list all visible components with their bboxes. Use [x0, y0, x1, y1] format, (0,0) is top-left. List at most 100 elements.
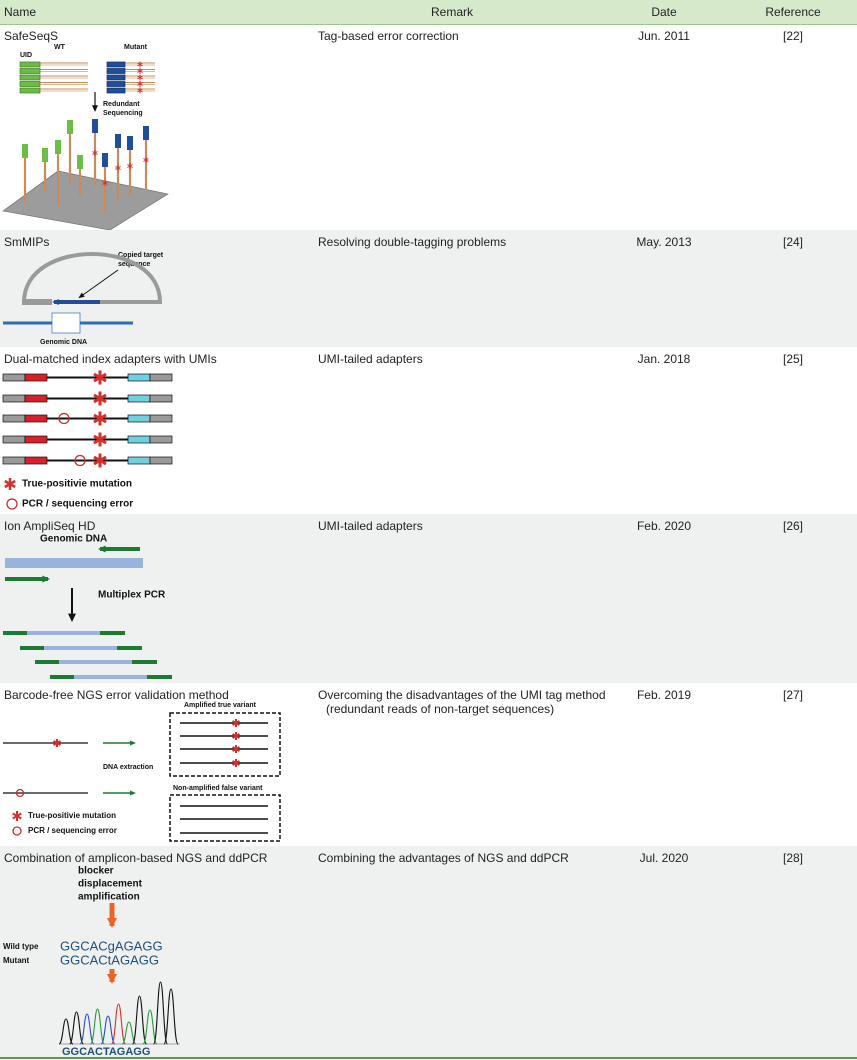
block	[24, 373, 48, 382]
table-cell: [27]	[782, 688, 803, 702]
block	[2, 373, 26, 382]
figure-label: Sequencing	[103, 110, 143, 117]
block	[24, 435, 48, 444]
figure-label: Amplified true variant	[184, 702, 257, 709]
error-mark	[74, 454, 86, 467]
figure: Amplified true variant DNA extraction No…	[3, 702, 281, 842]
chromatogram-peak	[110, 1003, 127, 1045]
block	[2, 435, 26, 444]
chromatogram-peak	[79, 1013, 95, 1045]
table-cell: Jan. 2018	[637, 352, 691, 366]
legend-label: PCR / sequencing error	[22, 499, 133, 510]
block	[67, 120, 73, 134]
legend-label: True-positivie mutation	[28, 811, 116, 820]
block	[24, 456, 48, 465]
error-mark	[58, 412, 70, 425]
figure-label: UID	[20, 52, 32, 59]
mutation-mark	[115, 166, 121, 170]
table-cell: SmMIPs	[4, 235, 50, 249]
table-cell: Jul. 2020	[639, 851, 689, 865]
mutation-mark	[4, 479, 16, 489]
figure-label: blocker	[78, 866, 114, 877]
mutation-mark	[93, 434, 107, 445]
error-mark	[6, 498, 18, 510]
table-row: Dual-matched index adapters with UMIs UMI…	[0, 347, 857, 514]
mutation-mark	[137, 75, 143, 80]
mutation-mark	[93, 413, 107, 424]
chromatogram-peak	[142, 1009, 158, 1045]
mutation-mark	[137, 88, 143, 93]
block	[102, 153, 108, 167]
block	[2, 394, 26, 403]
table-border	[0, 1057, 857, 1059]
table-cell: Tag-based error correction	[318, 29, 459, 43]
arrow-head	[42, 575, 50, 583]
block	[149, 435, 173, 444]
block	[106, 87, 126, 94]
table-row: SafeSeqS Tag-based error correction Jun. 2…	[0, 24, 857, 231]
chromatogram-peak	[58, 1018, 74, 1045]
legend-label: True-positivie mutation	[22, 479, 132, 490]
block	[19, 61, 41, 68]
table-cell: UMI-tailed adapters	[318, 352, 423, 366]
block	[149, 373, 173, 382]
mutation-mark	[232, 720, 240, 726]
figure: Copied target sequence Genomic DNA	[3, 252, 164, 346]
dashed-box	[169, 712, 281, 777]
sequence: GGCACtAGAGG	[60, 952, 159, 967]
table-cell: Dual-matched index adapters with UMIs	[4, 352, 217, 366]
mutation-mark	[92, 151, 98, 155]
table-cell: Barcode-free NGS error validation method	[4, 688, 229, 702]
chromatogram-peak	[100, 1015, 116, 1045]
block	[19, 81, 41, 87]
block	[143, 126, 149, 140]
table-cell: Combining the advantages of NGS and ddPC…	[318, 851, 569, 865]
strand	[79, 269, 119, 298]
block	[127, 373, 151, 382]
mutation-mark	[93, 372, 107, 383]
header-cell: Reference	[765, 5, 821, 19]
table-cell: SafeSeqS	[4, 29, 59, 43]
figure-label: amplification	[78, 892, 140, 903]
figure-label: Genomic DNA	[40, 534, 107, 545]
figure-label: Mutant	[3, 956, 30, 965]
block	[24, 414, 48, 423]
mutation-mark	[137, 69, 143, 73]
block	[2, 414, 26, 423]
block	[127, 414, 151, 423]
figure: True-positivie mutation PCR / sequencing…	[2, 370, 173, 510]
chromatogram-peak	[131, 995, 148, 1045]
block	[149, 414, 173, 423]
arrow-head	[92, 105, 98, 112]
dashed-box	[169, 794, 281, 842]
block	[106, 74, 126, 81]
table-cell: May. 2013	[636, 235, 692, 249]
header-cell: Date	[651, 5, 677, 19]
table-cell: [24]	[782, 235, 803, 249]
block	[55, 140, 61, 154]
table-row: SmMIPs Resolving double-tagging problems M…	[0, 230, 857, 347]
arrow-head	[98, 545, 106, 553]
figure-label: displacement	[78, 879, 143, 890]
mutation-mark	[53, 740, 61, 746]
figure: UID WT Mutant Redundant Sequencing	[2, 44, 169, 231]
mutation-mark	[232, 746, 240, 752]
table-cell: [25]	[782, 352, 803, 366]
mutation-mark	[12, 812, 22, 820]
table-row: Barcode-free NGS error validation method…	[0, 683, 857, 846]
block	[106, 68, 126, 74]
table-cell: Resolving double-tagging problems	[318, 235, 507, 249]
block	[51, 312, 81, 334]
table-cell: Overcoming the disadvantages of the UMI …	[318, 688, 606, 716]
arrow-head	[52, 299, 59, 305]
table-cell: UMI-tailed adapters	[318, 519, 423, 533]
mutation-mark	[102, 181, 108, 185]
block	[149, 394, 173, 403]
block	[106, 81, 126, 87]
arrow-head	[107, 918, 117, 928]
block	[106, 61, 126, 68]
table-row: Ion AmpliSeq HD UMI-tailed adapters Feb. 2…	[0, 514, 857, 683]
arrow-head	[78, 292, 85, 299]
